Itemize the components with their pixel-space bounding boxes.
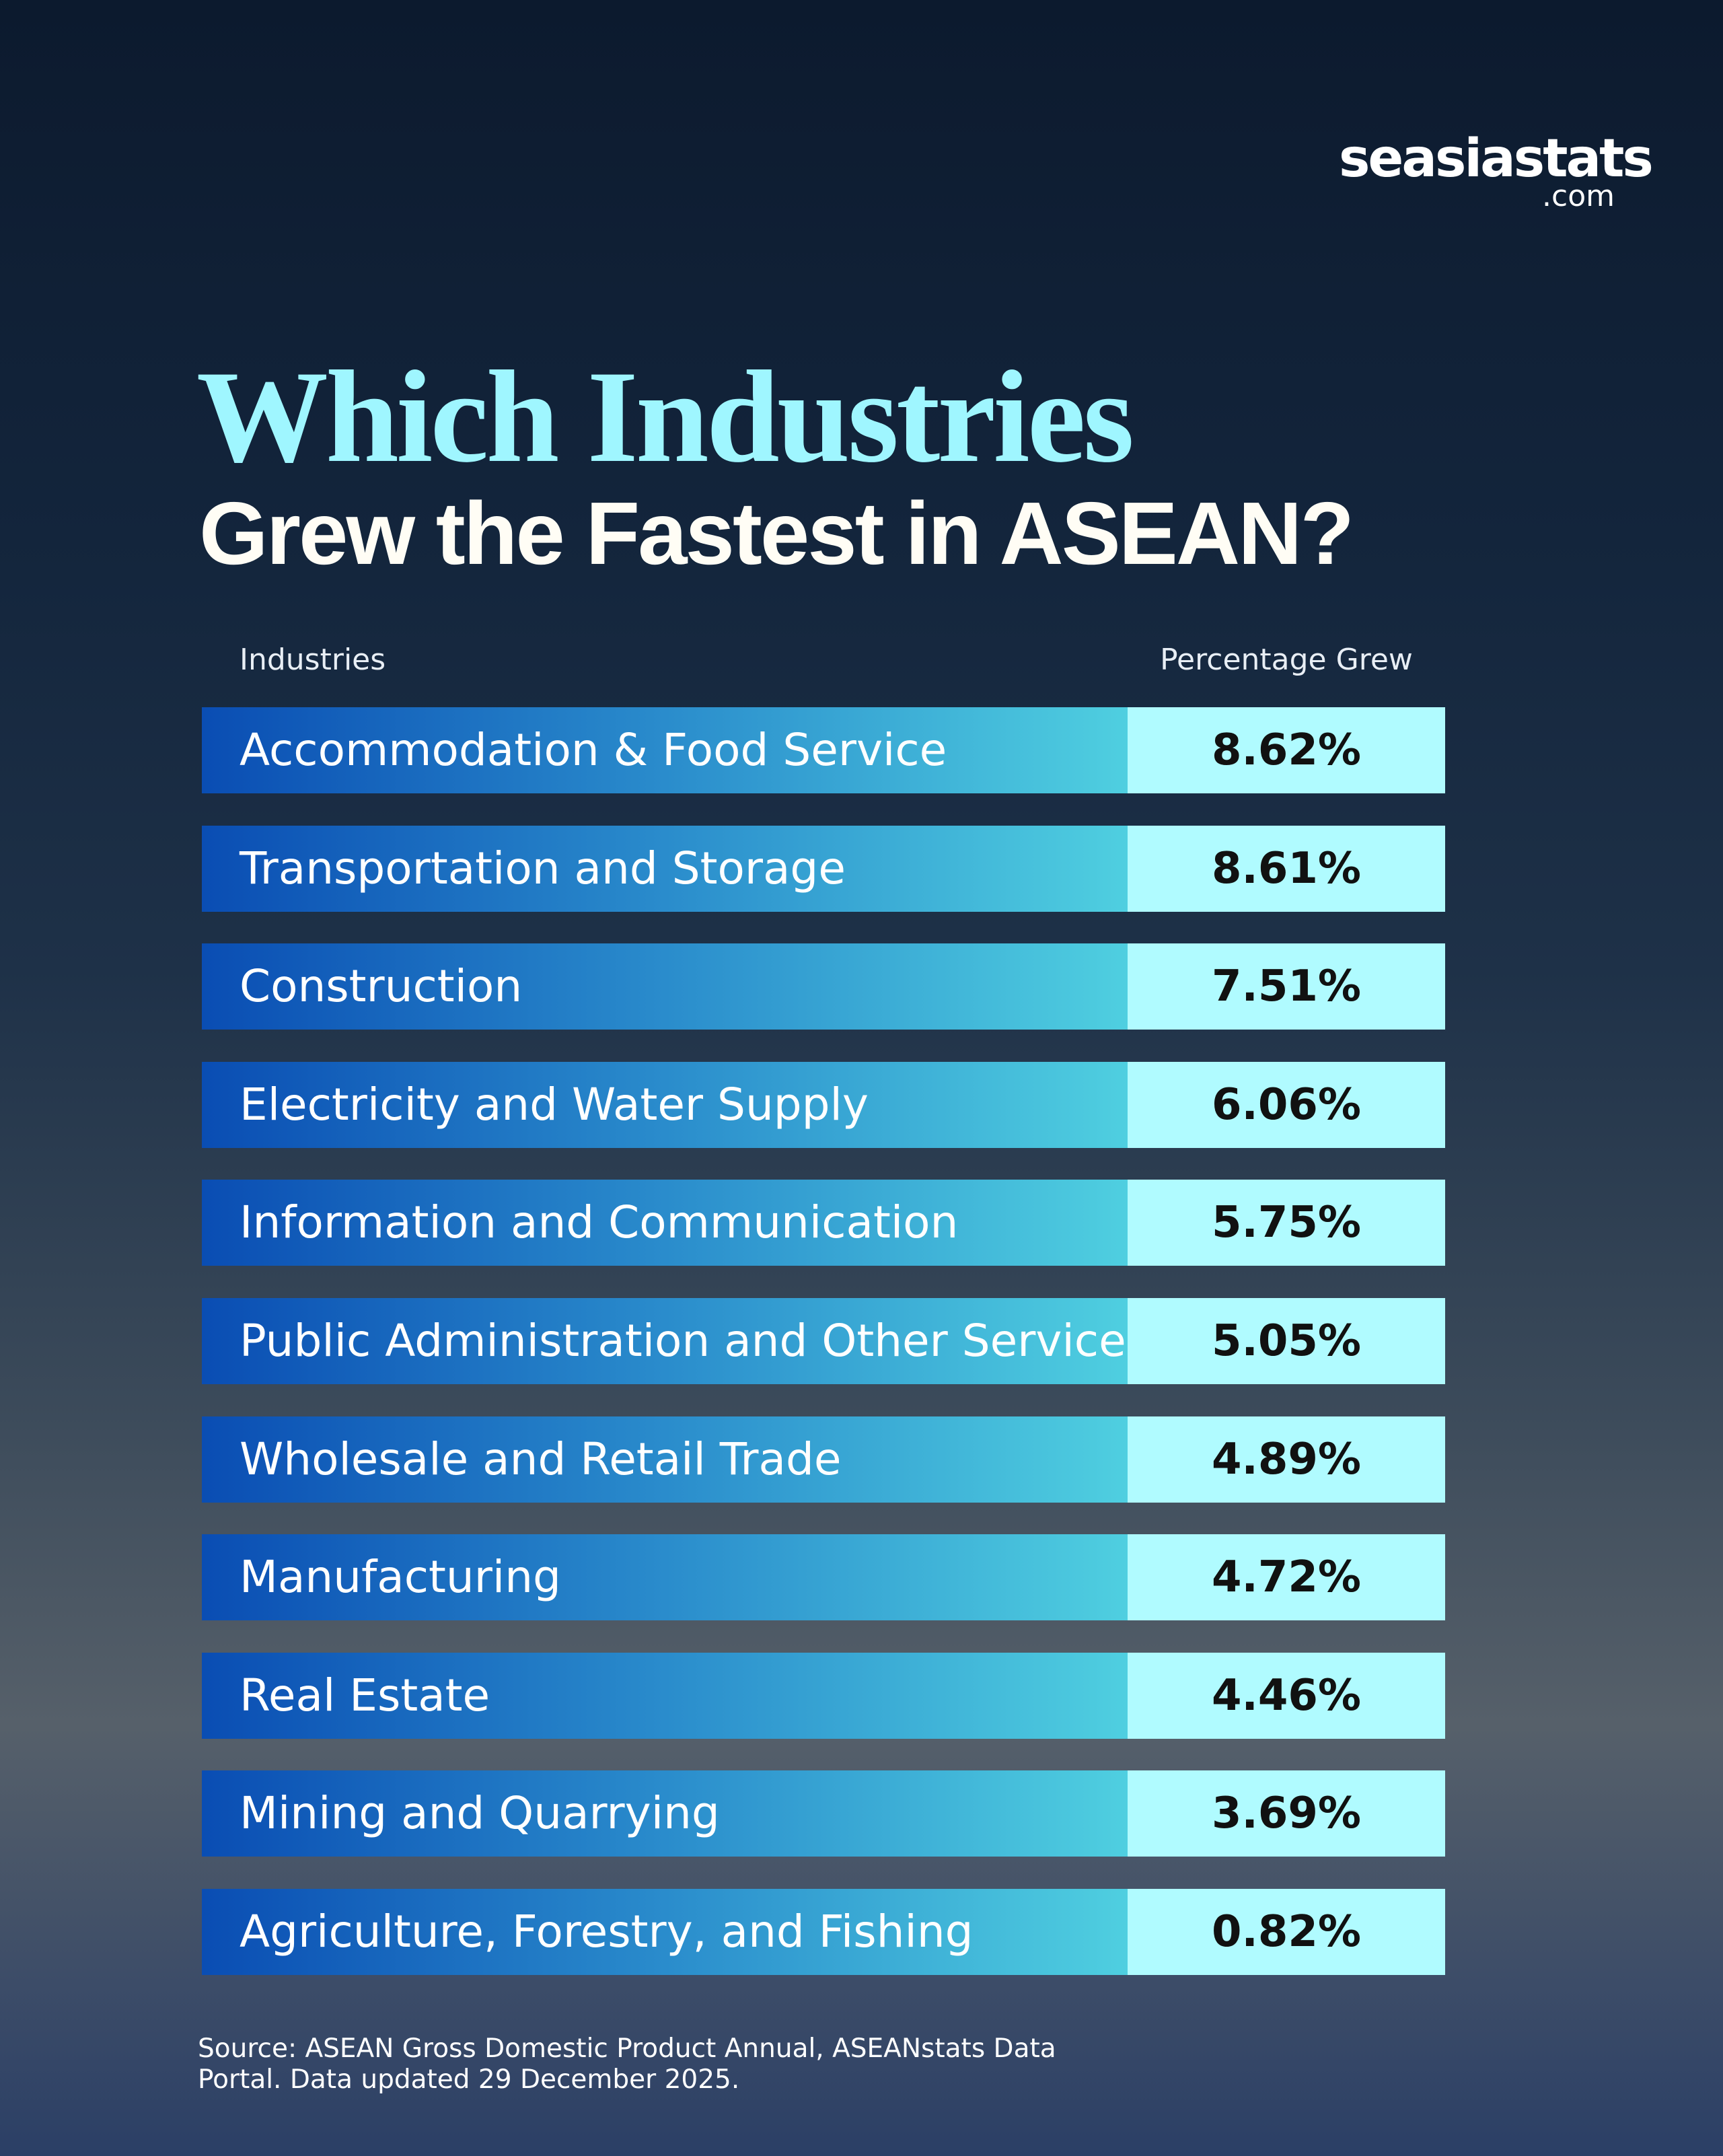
- industry-name: Mining and Quarrying: [202, 1770, 1128, 1857]
- title-line2: Grew the Fastest in ASEAN?: [199, 484, 1354, 583]
- table-row: Electricity and Water Supply 6.06%: [202, 1061, 1445, 1148]
- growth-value: 5.75%: [1128, 1180, 1445, 1266]
- table-row: Transportation and Storage 8.61%: [202, 825, 1445, 912]
- industry-name: Public Administration and Other Services: [202, 1298, 1149, 1384]
- industry-name: Agriculture, Forestry, and Fishing: [202, 1889, 1128, 1975]
- table-row: Public Administration and Other Services…: [202, 1298, 1445, 1384]
- table-row: Information and Communication 5.75%: [202, 1180, 1445, 1266]
- industry-name: Manufacturing: [202, 1534, 1128, 1621]
- growth-value: 4.46%: [1128, 1652, 1445, 1739]
- growth-value: 6.06%: [1128, 1061, 1445, 1148]
- industry-name: Electricity and Water Supply: [202, 1061, 1128, 1148]
- growth-value: 5.05%: [1128, 1298, 1445, 1384]
- table-row: Manufacturing 4.72%: [202, 1534, 1445, 1621]
- industry-name: Transportation and Storage: [202, 825, 1128, 912]
- industry-name: Accommodation & Food Service: [202, 707, 1128, 793]
- growth-value: 4.72%: [1128, 1534, 1445, 1621]
- growth-value: 8.62%: [1128, 707, 1445, 793]
- column-header: Percentage Grew: [1160, 643, 1413, 677]
- growth-value: 8.61%: [1128, 825, 1445, 912]
- logo-domain: .com: [1542, 179, 1615, 213]
- growth-value: 0.82%: [1128, 1889, 1445, 1975]
- logo-name: seasiastats: [1339, 129, 1654, 189]
- growth-value: 3.69%: [1128, 1770, 1445, 1857]
- table-row: Mining and Quarrying 3.69%: [202, 1770, 1445, 1857]
- table-row: Accommodation & Food Service 8.62%: [202, 707, 1445, 793]
- industry-name: Wholesale and Retail Trade: [202, 1416, 1128, 1503]
- table-row: Agriculture, Forestry, and Fishing 0.82%: [202, 1889, 1445, 1975]
- logo: seasiastats .com: [1339, 129, 1654, 213]
- industry-name: Construction: [202, 943, 1128, 1030]
- table-row: Real Estate 4.46%: [202, 1652, 1445, 1739]
- industry-name: Information and Communication: [202, 1180, 1128, 1266]
- table-row: Construction 7.51%: [202, 943, 1445, 1030]
- industry-name: Real Estate: [202, 1652, 1128, 1739]
- title-line1: Which Industries: [196, 344, 1134, 490]
- table-row: Wholesale and Retail Trade 4.89%: [202, 1416, 1445, 1503]
- growth-value: 7.51%: [1128, 943, 1445, 1030]
- column-header: Industries: [240, 643, 386, 677]
- source-note: Source: ASEAN Gross Domestic Product Ann…: [198, 2034, 1056, 2095]
- growth-value: 4.89%: [1128, 1416, 1445, 1503]
